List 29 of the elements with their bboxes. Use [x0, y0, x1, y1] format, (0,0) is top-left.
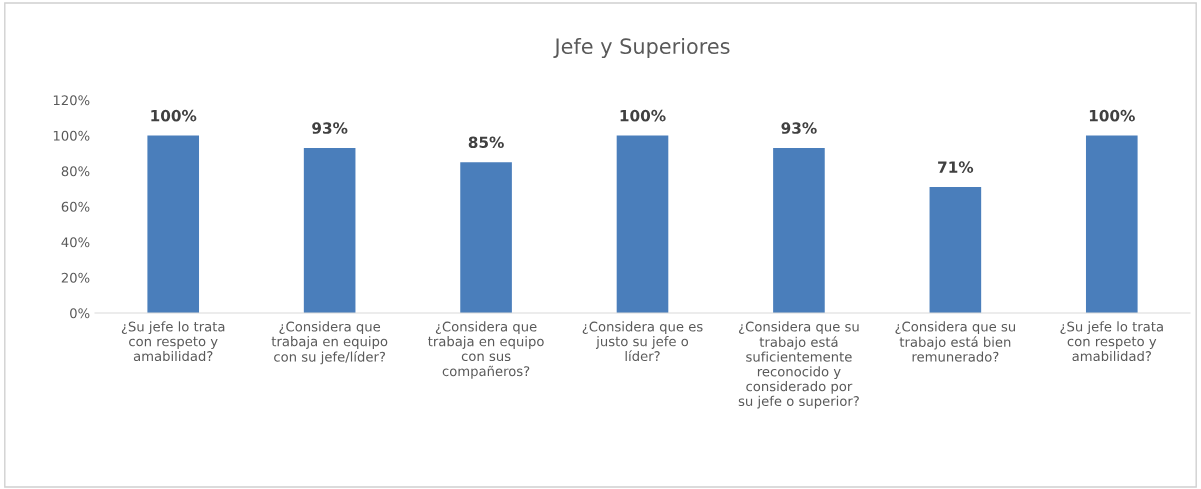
y-tick-label: 20%: [61, 272, 90, 283]
y-tick-label: 80%: [61, 166, 90, 177]
bar: [773, 147, 825, 313]
data-label: 100%: [620, 109, 666, 122]
bar: [303, 147, 356, 313]
x-tick-label: ¿Su jefe lo trata con respeto y amabilidad?: [1060, 321, 1163, 362]
data-label: 85%: [468, 136, 504, 149]
data-label: 93%: [781, 122, 817, 134]
x-tick-label: ¿Considera que trabaja en equipo con su jefe/líder?: [271, 321, 388, 365]
y-tick-label: 0%: [70, 308, 90, 319]
y-tick-label: 60%: [61, 201, 90, 212]
x-tick-label: ¿Considera que es justo su jefe o líder?: [582, 321, 703, 362]
y-tick-label: 100%: [53, 130, 90, 141]
bar: [460, 162, 512, 313]
bar: [616, 135, 669, 313]
bar: [929, 186, 982, 313]
data-label: 100%: [151, 109, 197, 122]
y-tick-label: 40%: [61, 237, 90, 248]
data-label: 93%: [312, 122, 348, 134]
bar: [1085, 135, 1138, 313]
bar: [147, 135, 200, 313]
x-tick-label: ¿Considera que su trabajo está bien remunerado?: [895, 321, 1015, 362]
chart-title: Jefe y Superiores: [553, 37, 730, 59]
y-tick-label: 120%: [53, 95, 90, 106]
x-tick-label: ¿Considera que su trabajo está suficientemente reconocido y considerado por su jefe o superior?: [738, 321, 859, 409]
x-tick-label: ¿Considera que trabaja en equipo con sus compañeros?: [428, 321, 544, 379]
data-label: 71%: [938, 161, 974, 173]
x-tick-label: ¿Su jefe lo trata con respeto y amabilidad?: [121, 321, 225, 362]
data-label: 100%: [1089, 109, 1135, 122]
